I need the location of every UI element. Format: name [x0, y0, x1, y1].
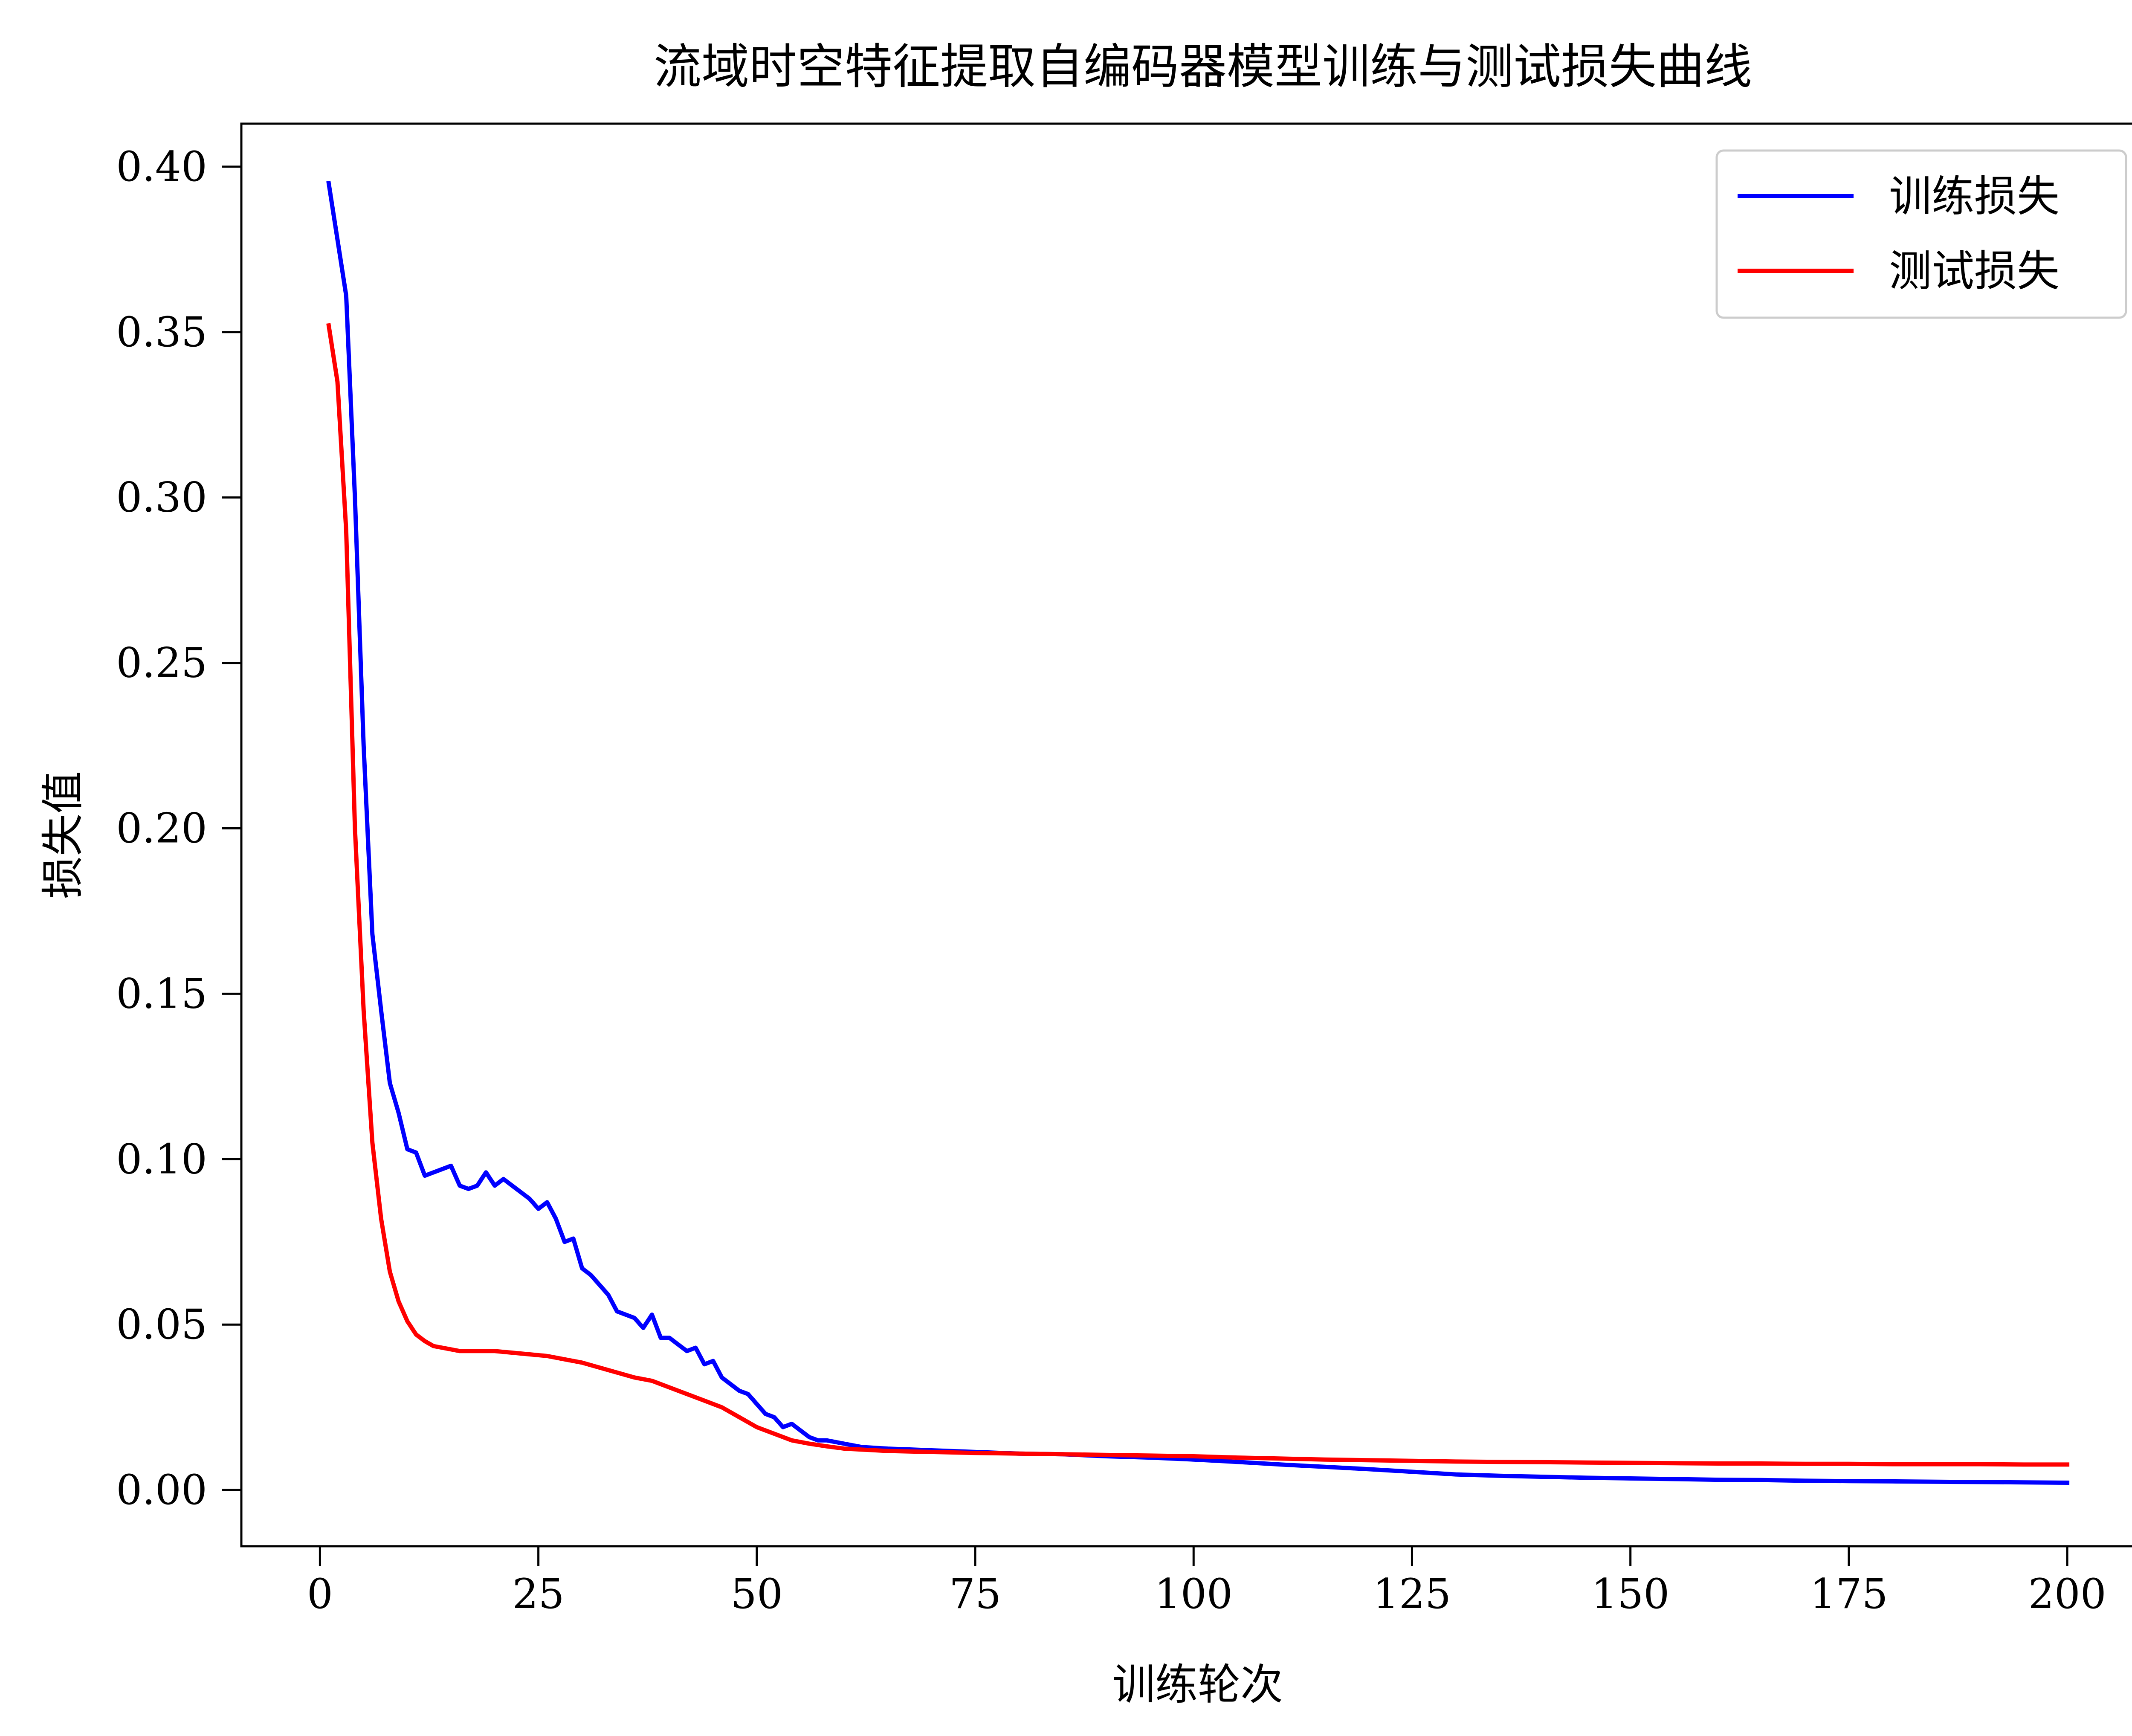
y-tick-label: 0.10	[116, 1135, 207, 1183]
y-axis: 0.00 0.05 0.10 0.15 0.20 0.25 0.30 0.35 0.40	[116, 143, 241, 1514]
x-axis: 0 25 50 75 100 125 150 175 200	[307, 1546, 2106, 1618]
series-line-1	[326, 323, 2070, 1467]
y-tick-label: 0.30	[116, 474, 207, 522]
y-tick-label: 0.35	[116, 308, 207, 356]
y-tick-label: 0.05	[116, 1301, 207, 1348]
x-tick-label: 0	[307, 1570, 333, 1618]
legend-frame	[1715, 149, 2127, 319]
chart-title: 流域时空特征提取自编码器模型训练与测试损失曲线	[654, 39, 1752, 95]
legend-label-test: 测试损失	[1889, 246, 2060, 296]
legend: 训练损失 测试损失	[1715, 149, 2127, 319]
y-tick-label: 0.25	[116, 639, 207, 687]
series-layer	[326, 180, 2070, 1485]
x-tick-label: 200	[2028, 1570, 2106, 1618]
y-tick-label: 0.00	[116, 1466, 207, 1514]
x-tick-label: 100	[1155, 1570, 1233, 1618]
x-tick-label: 50	[731, 1570, 783, 1618]
plot-frame	[240, 122, 2132, 1548]
series-line-0	[326, 180, 2070, 1485]
y-tick-label: 0.15	[116, 970, 207, 1017]
x-tick-label: 125	[1373, 1570, 1451, 1618]
y-tick-label: 0.40	[116, 143, 207, 191]
x-tick-label: 75	[949, 1570, 1001, 1618]
x-axis-label: 训练轮次	[1112, 1660, 1283, 1710]
x-tick-label: 25	[513, 1570, 565, 1618]
x-tick-label: 150	[1591, 1570, 1669, 1618]
x-tick-label: 175	[1810, 1570, 1888, 1618]
legend-label-train: 训练损失	[1889, 171, 2060, 221]
y-tick-label: 0.20	[116, 804, 207, 852]
y-axis-label: 损失值	[38, 771, 88, 899]
